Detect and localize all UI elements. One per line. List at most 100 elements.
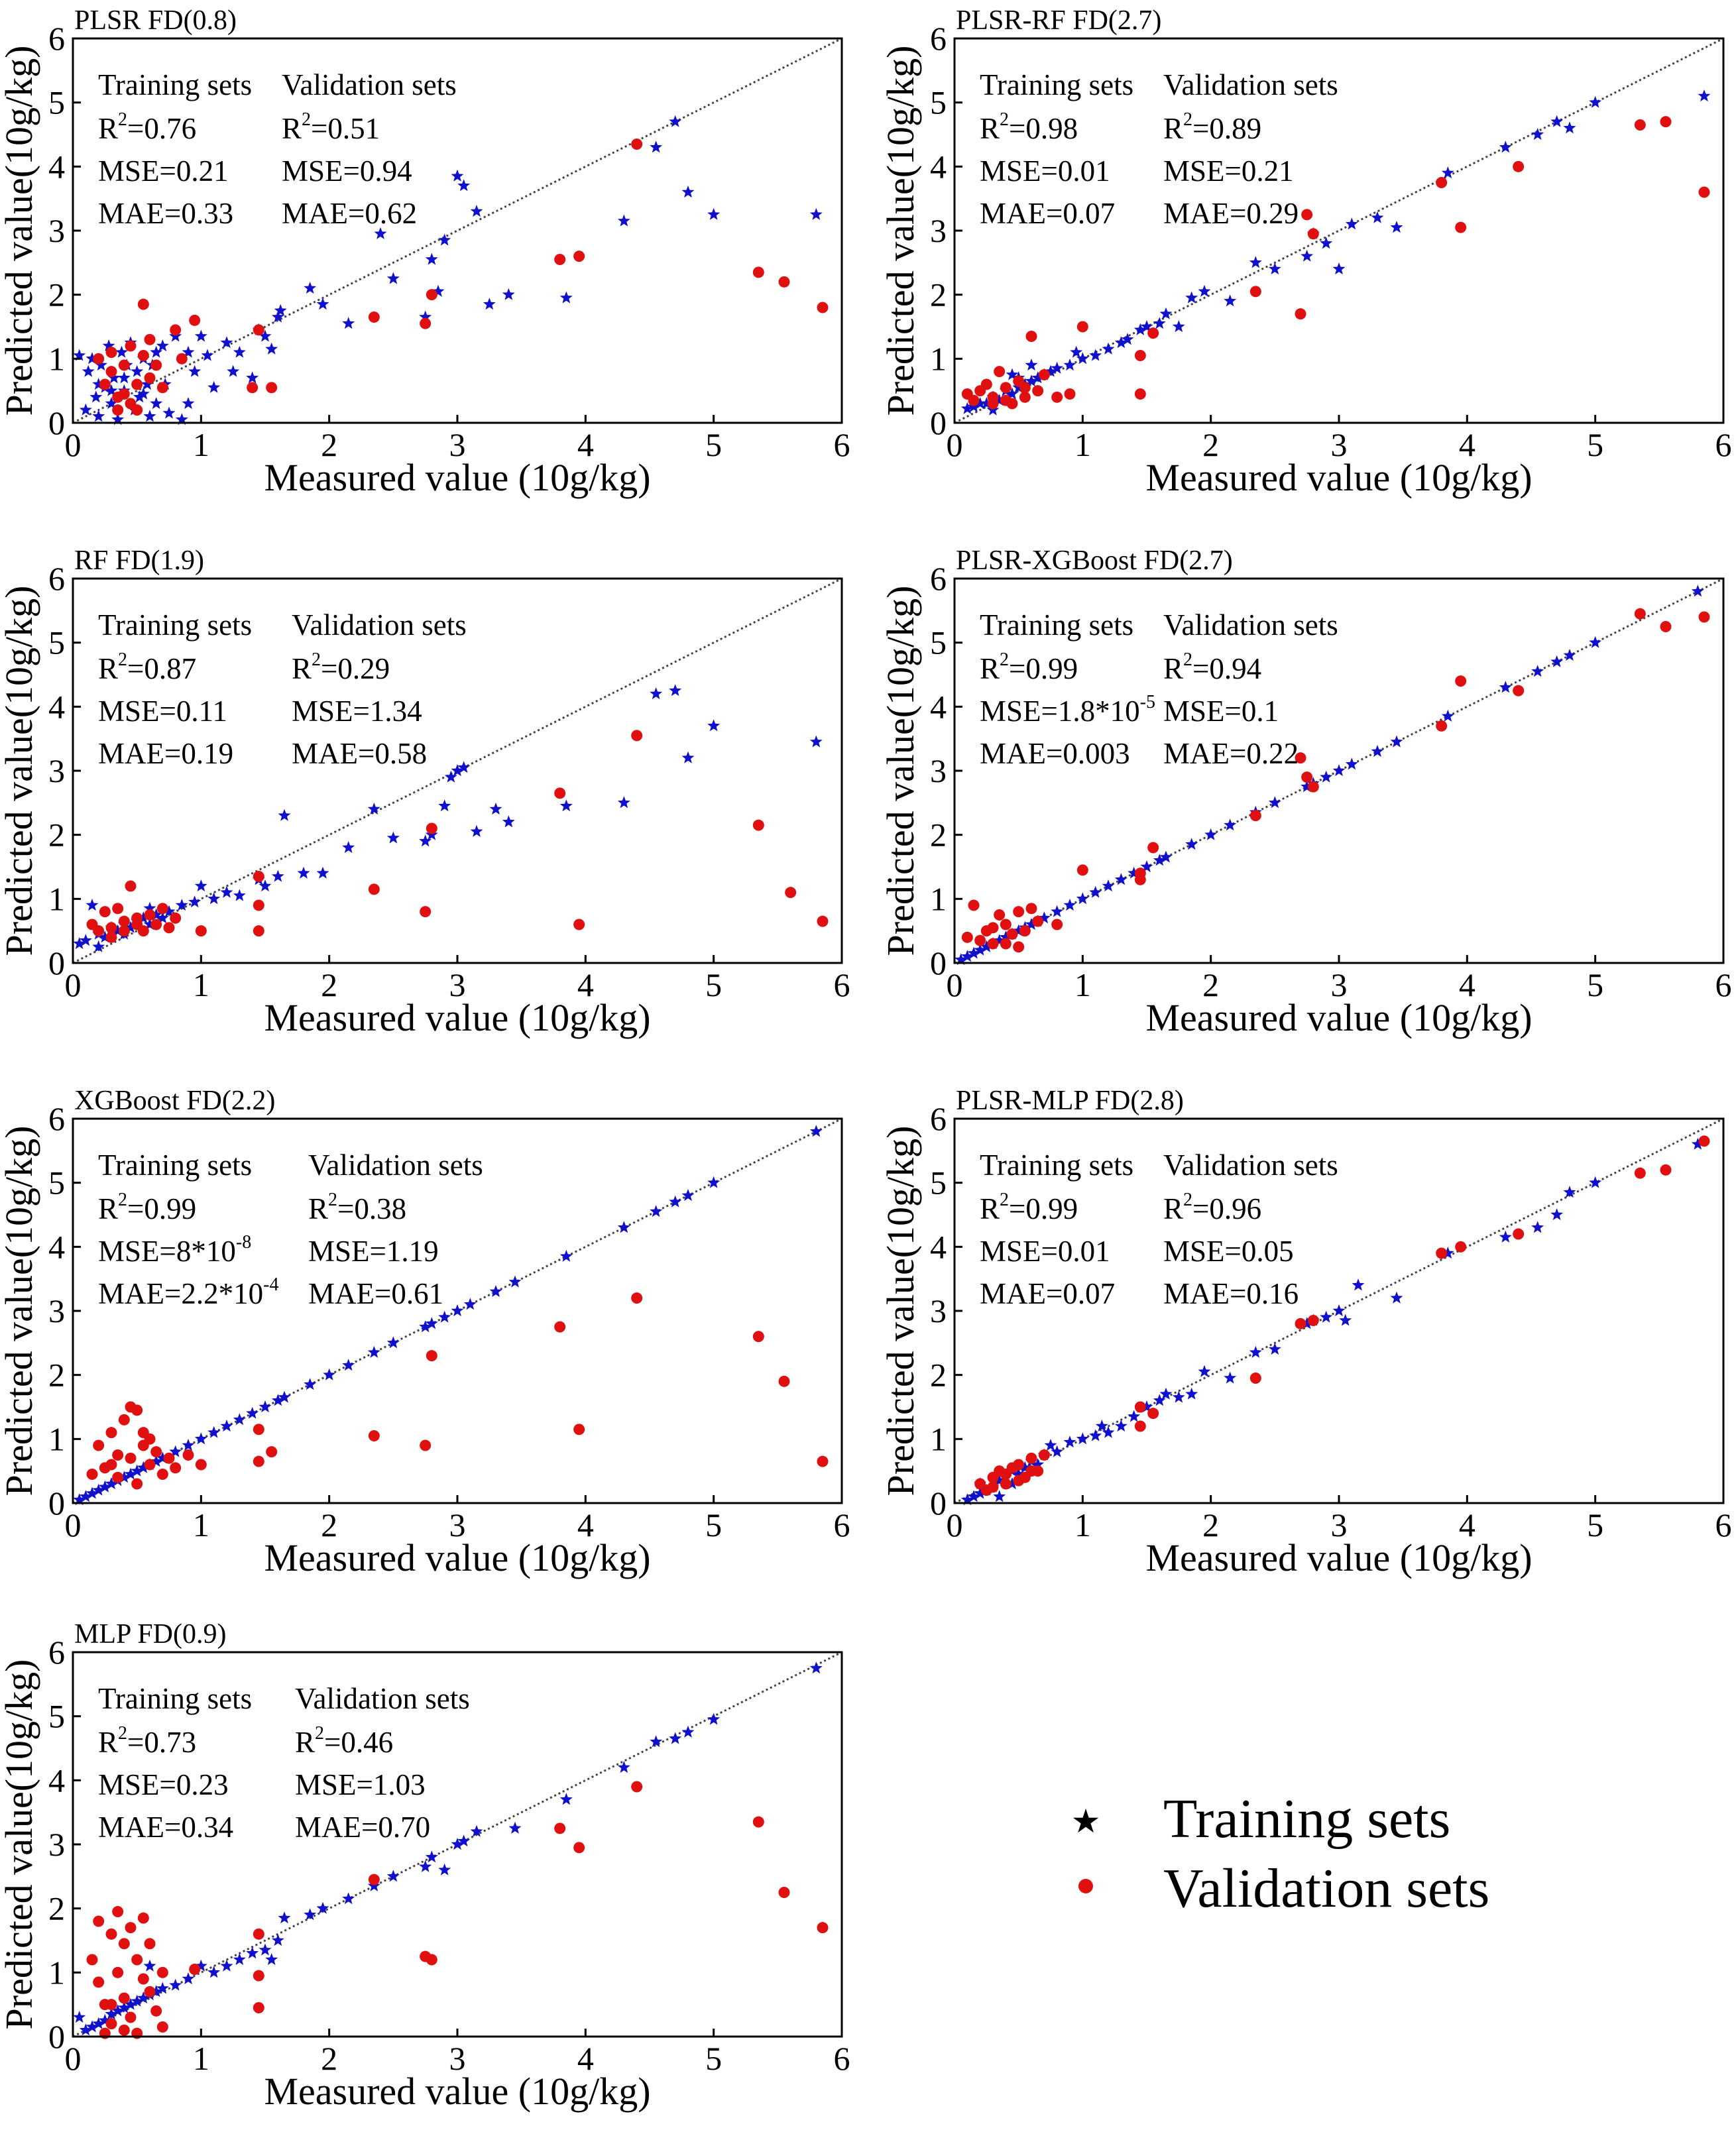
x-tick-label: 2 xyxy=(1202,966,1219,1003)
validation-point xyxy=(118,2024,130,2036)
panel-5: XGBoost FD(2.2) 0 1 2 3 4 5 6 0 1 2 3 4 5 6 Measured va… xyxy=(0,1086,850,1579)
training-point xyxy=(1589,636,1602,648)
training-point xyxy=(169,329,182,342)
validation-point xyxy=(93,1915,105,1927)
training-point xyxy=(156,1451,169,1464)
training-point xyxy=(438,233,451,246)
validation-series xyxy=(961,116,1710,410)
validation-point xyxy=(994,909,1006,921)
training-point xyxy=(1339,1314,1352,1326)
training-point xyxy=(1301,780,1314,793)
validation-point xyxy=(93,1976,105,1988)
training-point xyxy=(342,1359,355,1371)
training-point xyxy=(169,1445,182,1457)
training-point xyxy=(617,1761,630,1773)
validation-point xyxy=(86,1469,98,1480)
y-tick-label: 5 xyxy=(930,84,947,121)
training-point xyxy=(438,799,451,812)
validation-point xyxy=(1134,1401,1146,1413)
validation-point xyxy=(137,350,149,361)
training-point xyxy=(1550,115,1564,127)
validation-point xyxy=(426,822,437,834)
training-point xyxy=(1531,665,1544,677)
training-point xyxy=(1268,262,1281,275)
validation-point xyxy=(253,1424,264,1435)
validation-point xyxy=(156,903,168,915)
validation-point xyxy=(1634,119,1646,131)
training-point xyxy=(1268,1343,1281,1355)
y-tick-label: 4 xyxy=(930,148,947,185)
validation-point xyxy=(156,1469,168,1480)
training-point xyxy=(182,397,195,410)
training-point xyxy=(1089,349,1102,361)
validation-point xyxy=(105,1999,117,2011)
validation-point xyxy=(253,324,264,336)
validation-mse: MSE=1.03 xyxy=(295,1768,426,1801)
training-point xyxy=(1012,380,1025,393)
validation-point xyxy=(631,1292,643,1304)
training-point xyxy=(73,2011,86,2023)
training-point xyxy=(1224,818,1237,831)
validation-point xyxy=(817,1922,829,1934)
validation-point xyxy=(1660,621,1672,632)
validation-point xyxy=(368,1874,380,1885)
validation-stats: Validation sets R2=0.38 MSE=1.19 MAE=0.61 xyxy=(308,1149,483,1310)
training-point xyxy=(1076,1432,1089,1445)
training-point xyxy=(1185,291,1198,304)
training-point xyxy=(207,380,221,393)
training-point xyxy=(92,378,105,390)
validation-point xyxy=(170,1462,182,1474)
validation-point xyxy=(1455,221,1467,233)
training-point xyxy=(143,901,156,914)
training-point xyxy=(707,1712,721,1725)
training-r2: R2=0.76 xyxy=(98,109,196,145)
training-point xyxy=(470,1824,483,1837)
training-point xyxy=(246,371,259,384)
training-point xyxy=(1153,1394,1166,1406)
validation-point xyxy=(93,353,105,365)
x-tick-label: 1 xyxy=(1074,966,1091,1003)
validation-point xyxy=(1147,1408,1159,1420)
training-point xyxy=(1102,342,1115,355)
training-mse: MSE=8*10-8 xyxy=(98,1232,251,1268)
panel-title: MLP FD(0.9) xyxy=(74,1619,226,1650)
x-tick-label: 5 xyxy=(705,966,722,1003)
training-point xyxy=(457,179,471,192)
validation-stats-heading: Validation sets xyxy=(1163,1149,1338,1182)
validation-point xyxy=(105,366,117,378)
x-tick-label: 5 xyxy=(705,2040,722,2077)
training-point xyxy=(304,1908,317,1921)
validation-point xyxy=(131,919,143,930)
y-tick-label: 6 xyxy=(48,20,65,57)
validation-point xyxy=(163,922,175,934)
legend: ★ Training sets Validation sets xyxy=(1071,1788,1490,1919)
panel-7: MLP FD(0.9) 0 1 2 3 4 5 6 0 1 2 3 4 5 6 Measured value … xyxy=(0,1619,850,2113)
validation-point xyxy=(137,298,149,310)
validation-point xyxy=(1436,1247,1448,1259)
validation-point xyxy=(1013,906,1025,918)
validation-point xyxy=(112,1471,124,1483)
training-point xyxy=(367,803,380,815)
training-point xyxy=(137,387,150,400)
y-tick-label: 5 xyxy=(930,1164,947,1202)
training-point xyxy=(974,397,987,410)
training-point xyxy=(92,1483,105,1496)
validation-point xyxy=(1301,209,1313,221)
training-point xyxy=(1140,320,1153,333)
training-point xyxy=(470,205,483,217)
x-tick-label: 3 xyxy=(1331,1506,1348,1543)
training-point xyxy=(105,1477,118,1490)
training-point xyxy=(438,1863,451,1876)
training-point xyxy=(386,1336,400,1349)
training-point xyxy=(156,911,169,924)
training-point xyxy=(955,953,968,966)
validation-point xyxy=(118,359,130,371)
training-point xyxy=(1018,1461,1031,1473)
panel-2: PLSR-RF FD(2.7) 0 1 2 3 4 5 6 0 1 2 3 4 5 6 Measured va… xyxy=(879,5,1732,499)
training-point xyxy=(1128,866,1141,879)
training-point xyxy=(1102,879,1115,892)
training-point xyxy=(259,879,272,892)
scatter-panels: PLSR FD(0.8) 0 1 2 3 4 5 6 0 1 2 3 4 5 6 Measured value… xyxy=(0,5,1732,2113)
y-tick-label: 5 xyxy=(930,624,947,661)
training-point xyxy=(502,815,515,828)
